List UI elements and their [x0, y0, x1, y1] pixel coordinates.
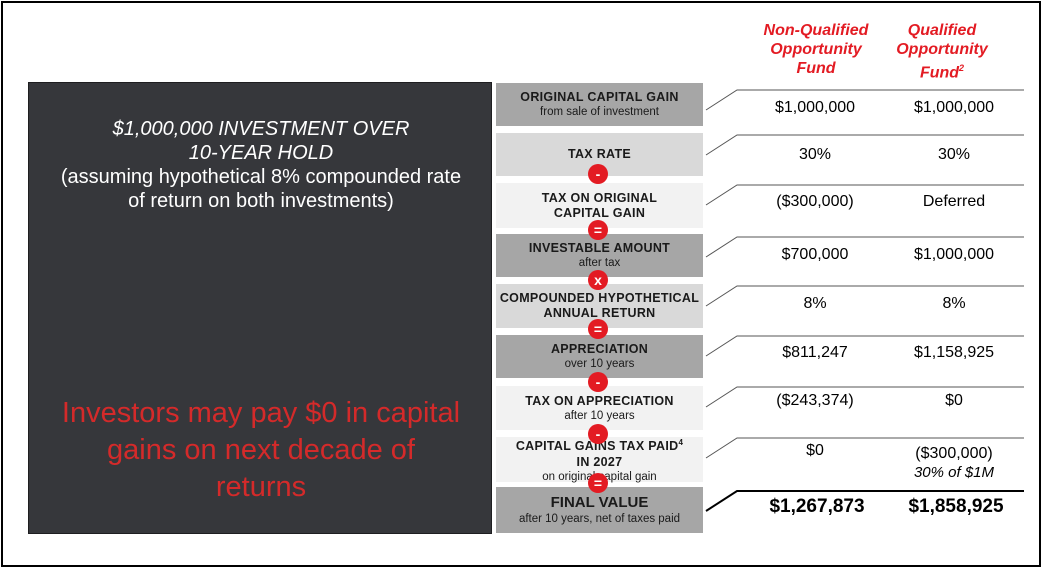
- minus-operator-icon: -: [588, 424, 608, 444]
- cell-nq-appreciation: $811,247: [782, 344, 848, 361]
- row-label-investable-amount: INVESTABLE AMOUNT after tax: [496, 234, 703, 277]
- cell-q-tax-appreciation: $0: [945, 392, 963, 409]
- cell-nq-tax-original: ($300,000): [776, 193, 854, 210]
- row-label-text: ORIGINAL CAPITAL GAIN: [520, 90, 679, 104]
- header-q-line-3-text: Fund: [919, 64, 960, 82]
- multiply-operator-icon: x: [588, 270, 608, 290]
- footnote-marker: 2: [959, 63, 965, 73]
- callout-line-3: returns: [215, 471, 307, 503]
- cell-q-original-gain: $1,000,000: [913, 99, 995, 116]
- equals-operator-icon: =: [588, 473, 608, 493]
- row-label-text: CAPITAL GAINS TAX PAID4: [516, 435, 683, 454]
- cell-q-cg-tax-note: 30% of $1M: [913, 464, 995, 481]
- row-label-text: COMPOUNDED HYPOTHETICAL: [499, 291, 700, 305]
- cell-nq-final-value: $1,267,873: [769, 496, 865, 517]
- row-label-text: INVESTABLE AMOUNT: [528, 241, 671, 255]
- cell-q-tax-original: Deferred: [922, 193, 986, 210]
- cell-nq-cg-tax-paid: $0: [806, 442, 824, 459]
- row-label-text: FINAL VALUE: [550, 494, 649, 511]
- panel-subtitle-line-2: of return on both investments): [128, 190, 394, 212]
- minus-operator-icon: -: [588, 372, 608, 392]
- cell-nq-investable: $700,000: [781, 246, 849, 263]
- cell-q-cg-tax-paid-value: ($300,000): [915, 445, 993, 462]
- row-label-capital-gains-tax-paid: CAPITAL GAINS TAX PAID4 IN 2027 on origi…: [496, 435, 703, 483]
- panel-title-line-2: 10-YEAR HOLD: [188, 142, 334, 164]
- row-sublabel-text: from sale of investment: [540, 106, 659, 118]
- column-header-non-qualified: Non-Qualified Opportunity Fund: [738, 21, 894, 78]
- cell-q-cg-tax-paid: ($300,000) 30% of $1M: [889, 444, 1019, 482]
- column-header-qualified: Qualified Opportunity Fund2: [880, 21, 1004, 82]
- cell-nq-original-gain: $1,000,000: [774, 99, 856, 116]
- row-label-text: TAX ON ORIGINAL: [541, 190, 658, 205]
- header-nq-line-2: Opportunity: [770, 41, 862, 58]
- header-nq-line-1: Non-Qualified: [763, 22, 869, 39]
- cell-nq-tax-rate: 30%: [798, 146, 832, 163]
- equals-operator-icon: =: [588, 220, 608, 240]
- callout-line-1: Investors may pay $0 in capital: [61, 397, 461, 429]
- cell-q-tax-rate: 30%: [937, 146, 971, 163]
- row-label-appreciation: APPRECIATION over 10 years: [496, 335, 703, 378]
- minus-operator-icon: -: [588, 164, 608, 184]
- header-q-line-2: Opportunity: [896, 41, 988, 58]
- row-label-text-2: CAPITAL GAIN: [553, 205, 646, 220]
- panel-title: $1,000,000 INVESTMENT OVER 10-YEAR HOLD …: [29, 117, 493, 213]
- row-label-compounded-return: COMPOUNDED HYPOTHETICAL ANNUAL RETURN: [496, 284, 703, 328]
- header-nq-line-3: Fund: [796, 60, 836, 77]
- cell-q-appreciation: $1,158,925: [913, 344, 995, 361]
- row-label-text: APPRECIATION: [550, 342, 649, 356]
- row-label-text-2: IN 2027: [576, 454, 623, 469]
- row-label-text-2: ANNUAL RETURN: [543, 306, 656, 320]
- cell-q-investable: $1,000,000: [913, 246, 995, 263]
- summary-panel: $1,000,000 INVESTMENT OVER 10-YEAR HOLD …: [28, 82, 492, 534]
- row-sublabel-text: after 10 years, net of taxes paid: [518, 513, 681, 525]
- cell-nq-return: 8%: [803, 295, 827, 312]
- panel-title-line-1: $1,000,000 INVESTMENT OVER: [112, 118, 410, 140]
- row-label-tax-on-appreciation: TAX ON APPRECIATION after 10 years: [496, 386, 703, 430]
- row-label-final-value: FINAL VALUE after 10 years, net of taxes…: [496, 487, 703, 533]
- row-sublabel-text: after tax: [578, 257, 621, 269]
- panel-subtitle-line-1: (assuming hypothetical 8% compounded rat…: [60, 166, 462, 188]
- panel-callout: Investors may pay $0 in capital gains on…: [29, 395, 493, 506]
- row-label-text-line-1: CAPITAL GAINS TAX PAID: [515, 439, 679, 454]
- header-q-line-1: Qualified: [907, 22, 977, 39]
- cell-q-final-value: $1,858,925: [908, 496, 1004, 517]
- equals-operator-icon: =: [588, 319, 608, 339]
- row-label-original-capital-gain: ORIGINAL CAPITAL GAIN from sale of inves…: [496, 83, 703, 126]
- callout-line-2: gains on next decade of: [107, 434, 415, 466]
- header-q-line-3: Fund2: [880, 59, 1004, 82]
- footnote-marker: 4: [678, 438, 684, 448]
- row-label-text: TAX ON APPRECIATION: [525, 393, 674, 408]
- row-sublabel-text: over 10 years: [564, 358, 635, 370]
- cell-nq-tax-appreciation: ($243,374): [776, 392, 854, 409]
- row-sublabel-text: after 10 years: [564, 409, 635, 422]
- cell-q-return: 8%: [942, 295, 966, 312]
- row-label-text: TAX RATE: [567, 147, 632, 161]
